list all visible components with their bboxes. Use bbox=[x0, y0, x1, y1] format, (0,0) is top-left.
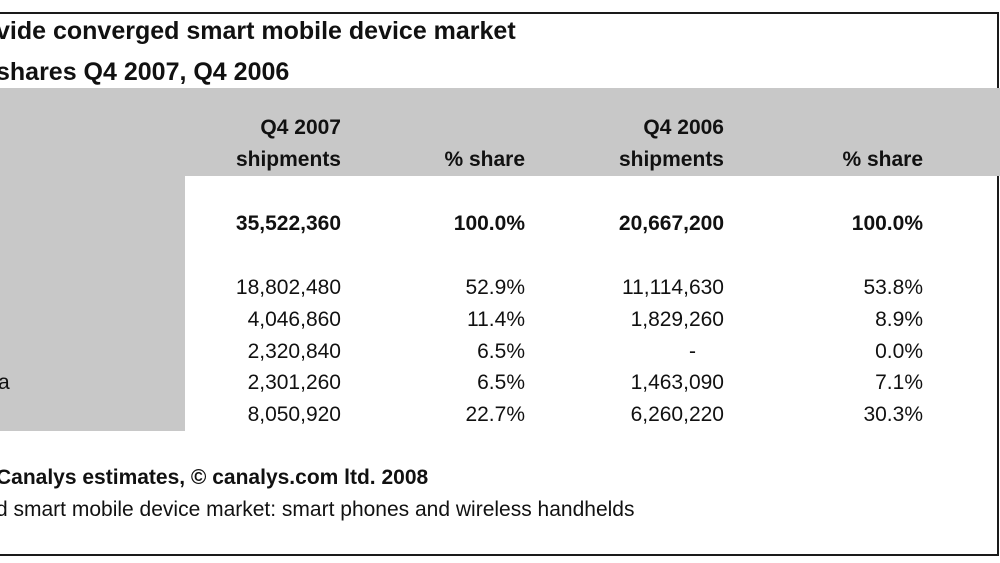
column-header-2-line2: % share bbox=[444, 148, 525, 171]
chart-subtitle: shares Q4 2007, Q4 2006 bbox=[0, 58, 290, 86]
table-row-4-cell-4: 7.1% bbox=[875, 371, 923, 394]
header-band bbox=[0, 88, 1000, 176]
table-row-1-cell-2: 52.9% bbox=[465, 276, 525, 299]
chart-title: vide converged smart mobile device marke… bbox=[0, 17, 516, 45]
table-row-2-cell-4: 8.9% bbox=[875, 308, 923, 331]
total-row-cell-2: 100.0% bbox=[453, 212, 525, 235]
table-row-3-cell-3: - bbox=[689, 340, 696, 363]
column-header-3-line2: shipments bbox=[618, 148, 724, 171]
table-row-3-cell-4: 0.0% bbox=[875, 340, 923, 363]
column-header-1-line1: Q4 2007 bbox=[260, 116, 341, 139]
table-row-3-cell-2: 6.5% bbox=[477, 340, 525, 363]
table-row-2-cell-2: 11.4% bbox=[467, 308, 525, 331]
table-row-1-cell-1: 18,802,480 bbox=[235, 276, 341, 299]
table-frame bbox=[0, 12, 999, 556]
column-header-4-line2: % share bbox=[842, 148, 923, 171]
table-row-5-cell-2: 22.7% bbox=[465, 403, 525, 426]
column-header-3-line1: Q4 2006 bbox=[643, 116, 724, 139]
row-label-band bbox=[0, 176, 185, 431]
table-row-2-cell-1: 4,046,860 bbox=[247, 308, 341, 331]
table-row-3-cell-1: 2,320,840 bbox=[247, 340, 341, 363]
source-note: Canalys estimates, © canalys.com ltd. 20… bbox=[0, 466, 429, 489]
table-row-4-cell-2: 6.5% bbox=[477, 371, 525, 394]
total-row-cell-1: 35,522,360 bbox=[235, 212, 341, 235]
total-row-cell-3: 20,667,200 bbox=[618, 212, 724, 235]
table-row-2-cell-3: 1,829,260 bbox=[630, 308, 724, 331]
table-row-5-cell-1: 8,050,920 bbox=[247, 403, 341, 426]
table-row-5-cell-3: 6,260,220 bbox=[630, 403, 724, 426]
table-row-1-cell-3: 11,114,630 bbox=[622, 276, 724, 299]
table-row-4-cell-3: 1,463,090 bbox=[630, 371, 724, 394]
column-header-1-line2: shipments bbox=[235, 148, 341, 171]
table-row-5-cell-4: 30.3% bbox=[863, 403, 923, 426]
definition-note: d smart mobile device market: smart phon… bbox=[0, 498, 635, 521]
total-row-cell-4: 100.0% bbox=[851, 212, 923, 235]
table-row-4-cell-1: 2,301,260 bbox=[247, 371, 341, 394]
table-row-1-cell-4: 53.8% bbox=[863, 276, 923, 299]
table-row-4-label: a bbox=[0, 371, 10, 394]
